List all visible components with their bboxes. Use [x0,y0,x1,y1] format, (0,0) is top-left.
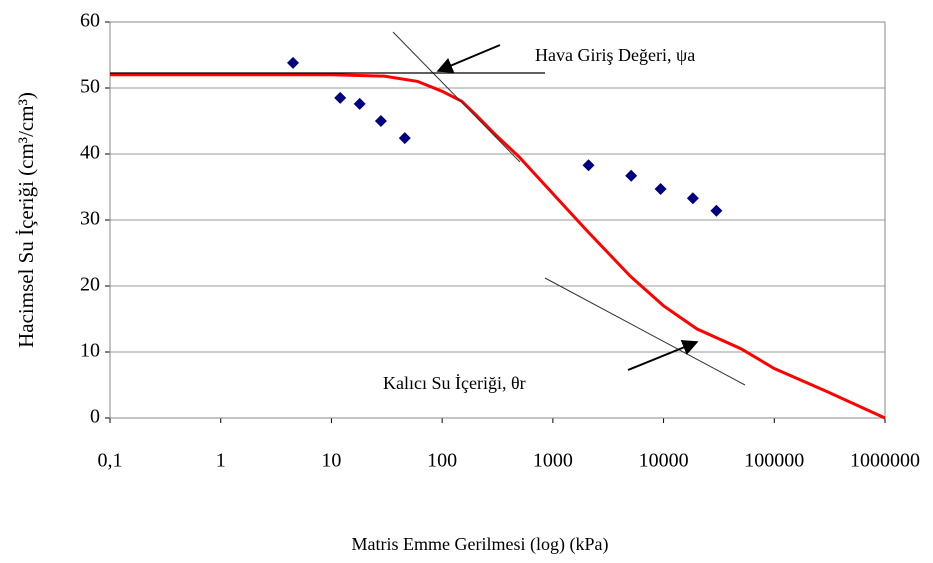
point [686,192,699,205]
plot-frame [109,21,886,419]
point [287,56,300,69]
annotation: Hava Giriş Değeri, ψa [535,45,695,65]
annotation: Kalıcı Su İçeriği, θr [383,373,526,393]
arrow [627,340,699,371]
y-tick-label: 60 [80,10,100,32]
x-tick-label: 1000000 [850,450,920,472]
x-axis-label: Matris Emme Gerilmesi (log) (kPa) [352,534,609,555]
point [654,182,667,195]
point [710,204,723,217]
point [582,159,595,172]
y-tick-label: 0 [90,406,100,428]
point [374,115,387,127]
x-tick-label: 100 [427,450,457,472]
tangent-line [544,277,746,386]
x-tick-label: 1 [216,450,226,472]
y-tick-label: 10 [80,340,100,362]
x-tick-label: 100000 [744,450,804,472]
x-tick-label: 10000 [639,450,689,472]
x-tick-label: 10 [321,450,341,472]
tangent-line [392,31,521,163]
x-tick-label: 1000 [533,450,573,472]
y-tick-label: 50 [80,76,100,98]
point [625,169,638,182]
plot-area: 0 10 20 30 40 50 60 0,1 1 10 100 1000 10000 100000 100… [80,10,920,472]
y-axis-label: Hacimsel Su İçeriği (cm³/cm³) [14,92,38,348]
arrow [436,44,501,73]
y-tick-label: 30 [80,208,100,230]
y-tick-label: 20 [80,274,100,296]
point [398,132,411,145]
x-tick-label: 0,1 [98,450,123,472]
y-tick-label: 40 [80,142,100,164]
point [334,91,347,104]
curve [110,73,886,420]
point [353,97,366,110]
